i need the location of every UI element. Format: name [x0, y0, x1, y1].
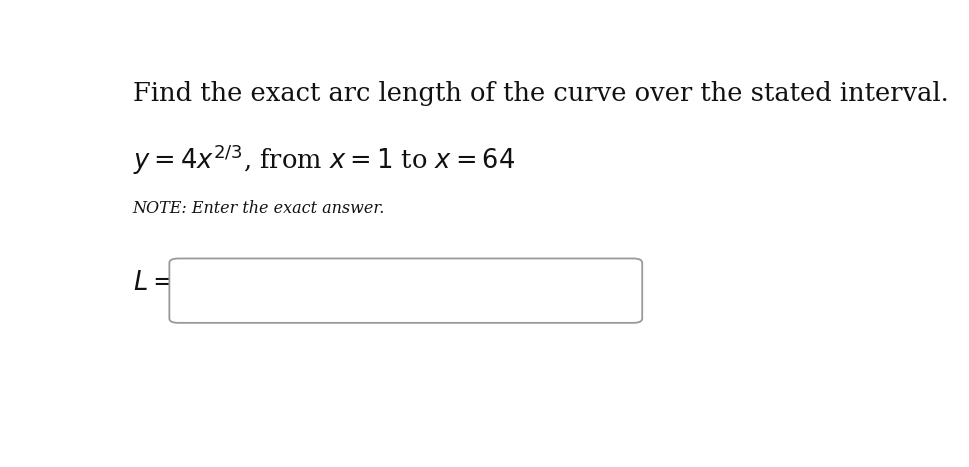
Text: $y = 4x^{2/3}$, from $x = 1$ to $x = 64$: $y = 4x^{2/3}$, from $x = 1$ to $x = 64$: [133, 142, 514, 177]
FancyBboxPatch shape: [170, 259, 641, 323]
Text: $L =$: $L =$: [133, 270, 172, 295]
Text: NOTE: Enter the exact answer.: NOTE: Enter the exact answer.: [133, 200, 385, 217]
Text: Find the exact arc length of the curve over the stated interval.: Find the exact arc length of the curve o…: [133, 81, 948, 106]
